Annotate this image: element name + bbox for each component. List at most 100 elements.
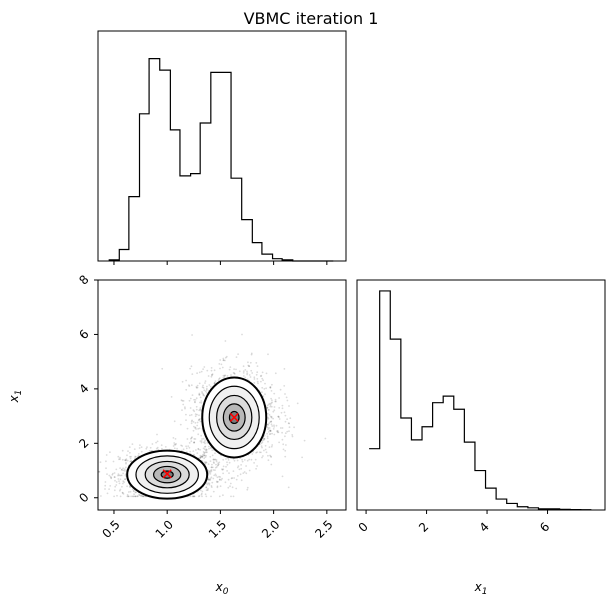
scatter-point	[156, 440, 159, 443]
scatter-point	[190, 440, 193, 443]
scatter-point	[242, 375, 245, 377]
scatter-point	[256, 380, 259, 383]
scatter-point	[262, 379, 264, 382]
scatter-point	[204, 462, 207, 464]
scatter-point	[267, 428, 269, 431]
scatter-point	[198, 393, 201, 396]
scatter-point	[227, 457, 230, 460]
scatter-point	[270, 415, 273, 418]
scatter-point	[125, 461, 127, 464]
scatter-point	[269, 455, 272, 458]
scatter-point	[181, 409, 183, 411]
scatter-point	[227, 459, 230, 461]
scatter-point	[214, 380, 217, 382]
scatter-point	[272, 417, 274, 420]
scatter-point	[267, 431, 270, 433]
scatter-point	[269, 386, 272, 388]
scatter-point	[281, 431, 283, 434]
scatter-point	[281, 404, 284, 407]
scatter-point	[253, 376, 256, 379]
scatter-point	[208, 445, 210, 448]
scatter-point	[195, 386, 198, 389]
scatter-point	[267, 409, 270, 411]
scatter-point	[236, 475, 239, 477]
scatter-point	[194, 415, 197, 418]
scatter-point	[215, 460, 218, 463]
scatter-point	[129, 486, 131, 488]
scatter-point	[241, 460, 244, 463]
scatter-point	[134, 457, 136, 460]
scatter-point	[204, 380, 207, 382]
scatter-point	[218, 479, 221, 481]
scatter-point	[243, 459, 246, 461]
scatter-point	[215, 459, 218, 461]
scatter-point	[261, 441, 264, 444]
scatter-point	[193, 441, 196, 443]
scatter-point	[135, 455, 137, 458]
scatter-point	[217, 462, 220, 465]
scatter-point	[278, 416, 280, 418]
scatter-point	[266, 406, 269, 409]
scatter-point	[220, 479, 223, 481]
scatter-point	[267, 424, 269, 426]
scatter-point	[213, 382, 216, 385]
scatter-point	[201, 456, 204, 459]
scatter-point	[193, 495, 196, 498]
scatter-point	[193, 441, 196, 444]
scatter-point	[199, 456, 202, 459]
scatter-point	[280, 411, 283, 414]
scatter-point	[120, 468, 123, 471]
scatter-point	[203, 452, 206, 455]
scatter-point	[284, 414, 287, 417]
scatter-point	[172, 437, 175, 439]
scatter-point	[199, 396, 202, 399]
scatter-point	[180, 444, 183, 447]
scatter-point	[232, 371, 235, 374]
scatter-point	[260, 380, 262, 383]
scatter-point	[273, 426, 275, 428]
scatter-point	[134, 455, 137, 458]
scatter-point	[198, 418, 201, 421]
scatter-point	[246, 372, 249, 374]
scatter-point	[208, 482, 211, 485]
scatter-point	[230, 477, 233, 480]
scatter-point	[118, 482, 121, 485]
scatter-point	[263, 437, 266, 440]
scatter-point	[205, 489, 208, 492]
scatter-point	[89, 492, 91, 494]
scatter-point	[193, 410, 196, 413]
histogram-x1-panel: 0 2 4 6	[356, 279, 606, 535]
scatter-point	[252, 451, 255, 453]
scatter-point	[261, 456, 263, 459]
scatter-point	[208, 478, 211, 481]
scatter-point	[105, 460, 107, 463]
scatter-point	[113, 476, 116, 478]
scatter-point	[135, 495, 137, 498]
scatter-point	[139, 494, 142, 497]
scatter-point	[202, 437, 205, 440]
scatter-point	[222, 377, 225, 379]
scatter-point	[261, 377, 264, 380]
scatter-point	[246, 486, 249, 489]
joint-y-tick-label: 0	[76, 490, 91, 505]
scatter-point	[106, 473, 108, 475]
scatter-point	[210, 469, 213, 471]
scatter-point	[269, 415, 272, 418]
scatter-point	[264, 448, 267, 451]
scatter-point	[193, 438, 196, 440]
scatter-point	[199, 454, 202, 457]
scatter-point	[276, 430, 279, 432]
scatter-point	[145, 447, 148, 450]
scatter-point	[119, 474, 122, 477]
scatter-point	[194, 438, 197, 440]
scatter-point	[287, 486, 290, 489]
histogram-x1-ticks: 0 2 4 6	[356, 510, 552, 535]
scatter-point	[281, 427, 284, 429]
scatter-point	[115, 481, 118, 483]
scatter-point	[133, 448, 136, 450]
scatter-point	[141, 494, 143, 497]
scatter-point	[271, 425, 274, 427]
scatter-point	[261, 391, 263, 394]
scatter-point	[207, 478, 210, 480]
scatter-point	[192, 495, 195, 498]
